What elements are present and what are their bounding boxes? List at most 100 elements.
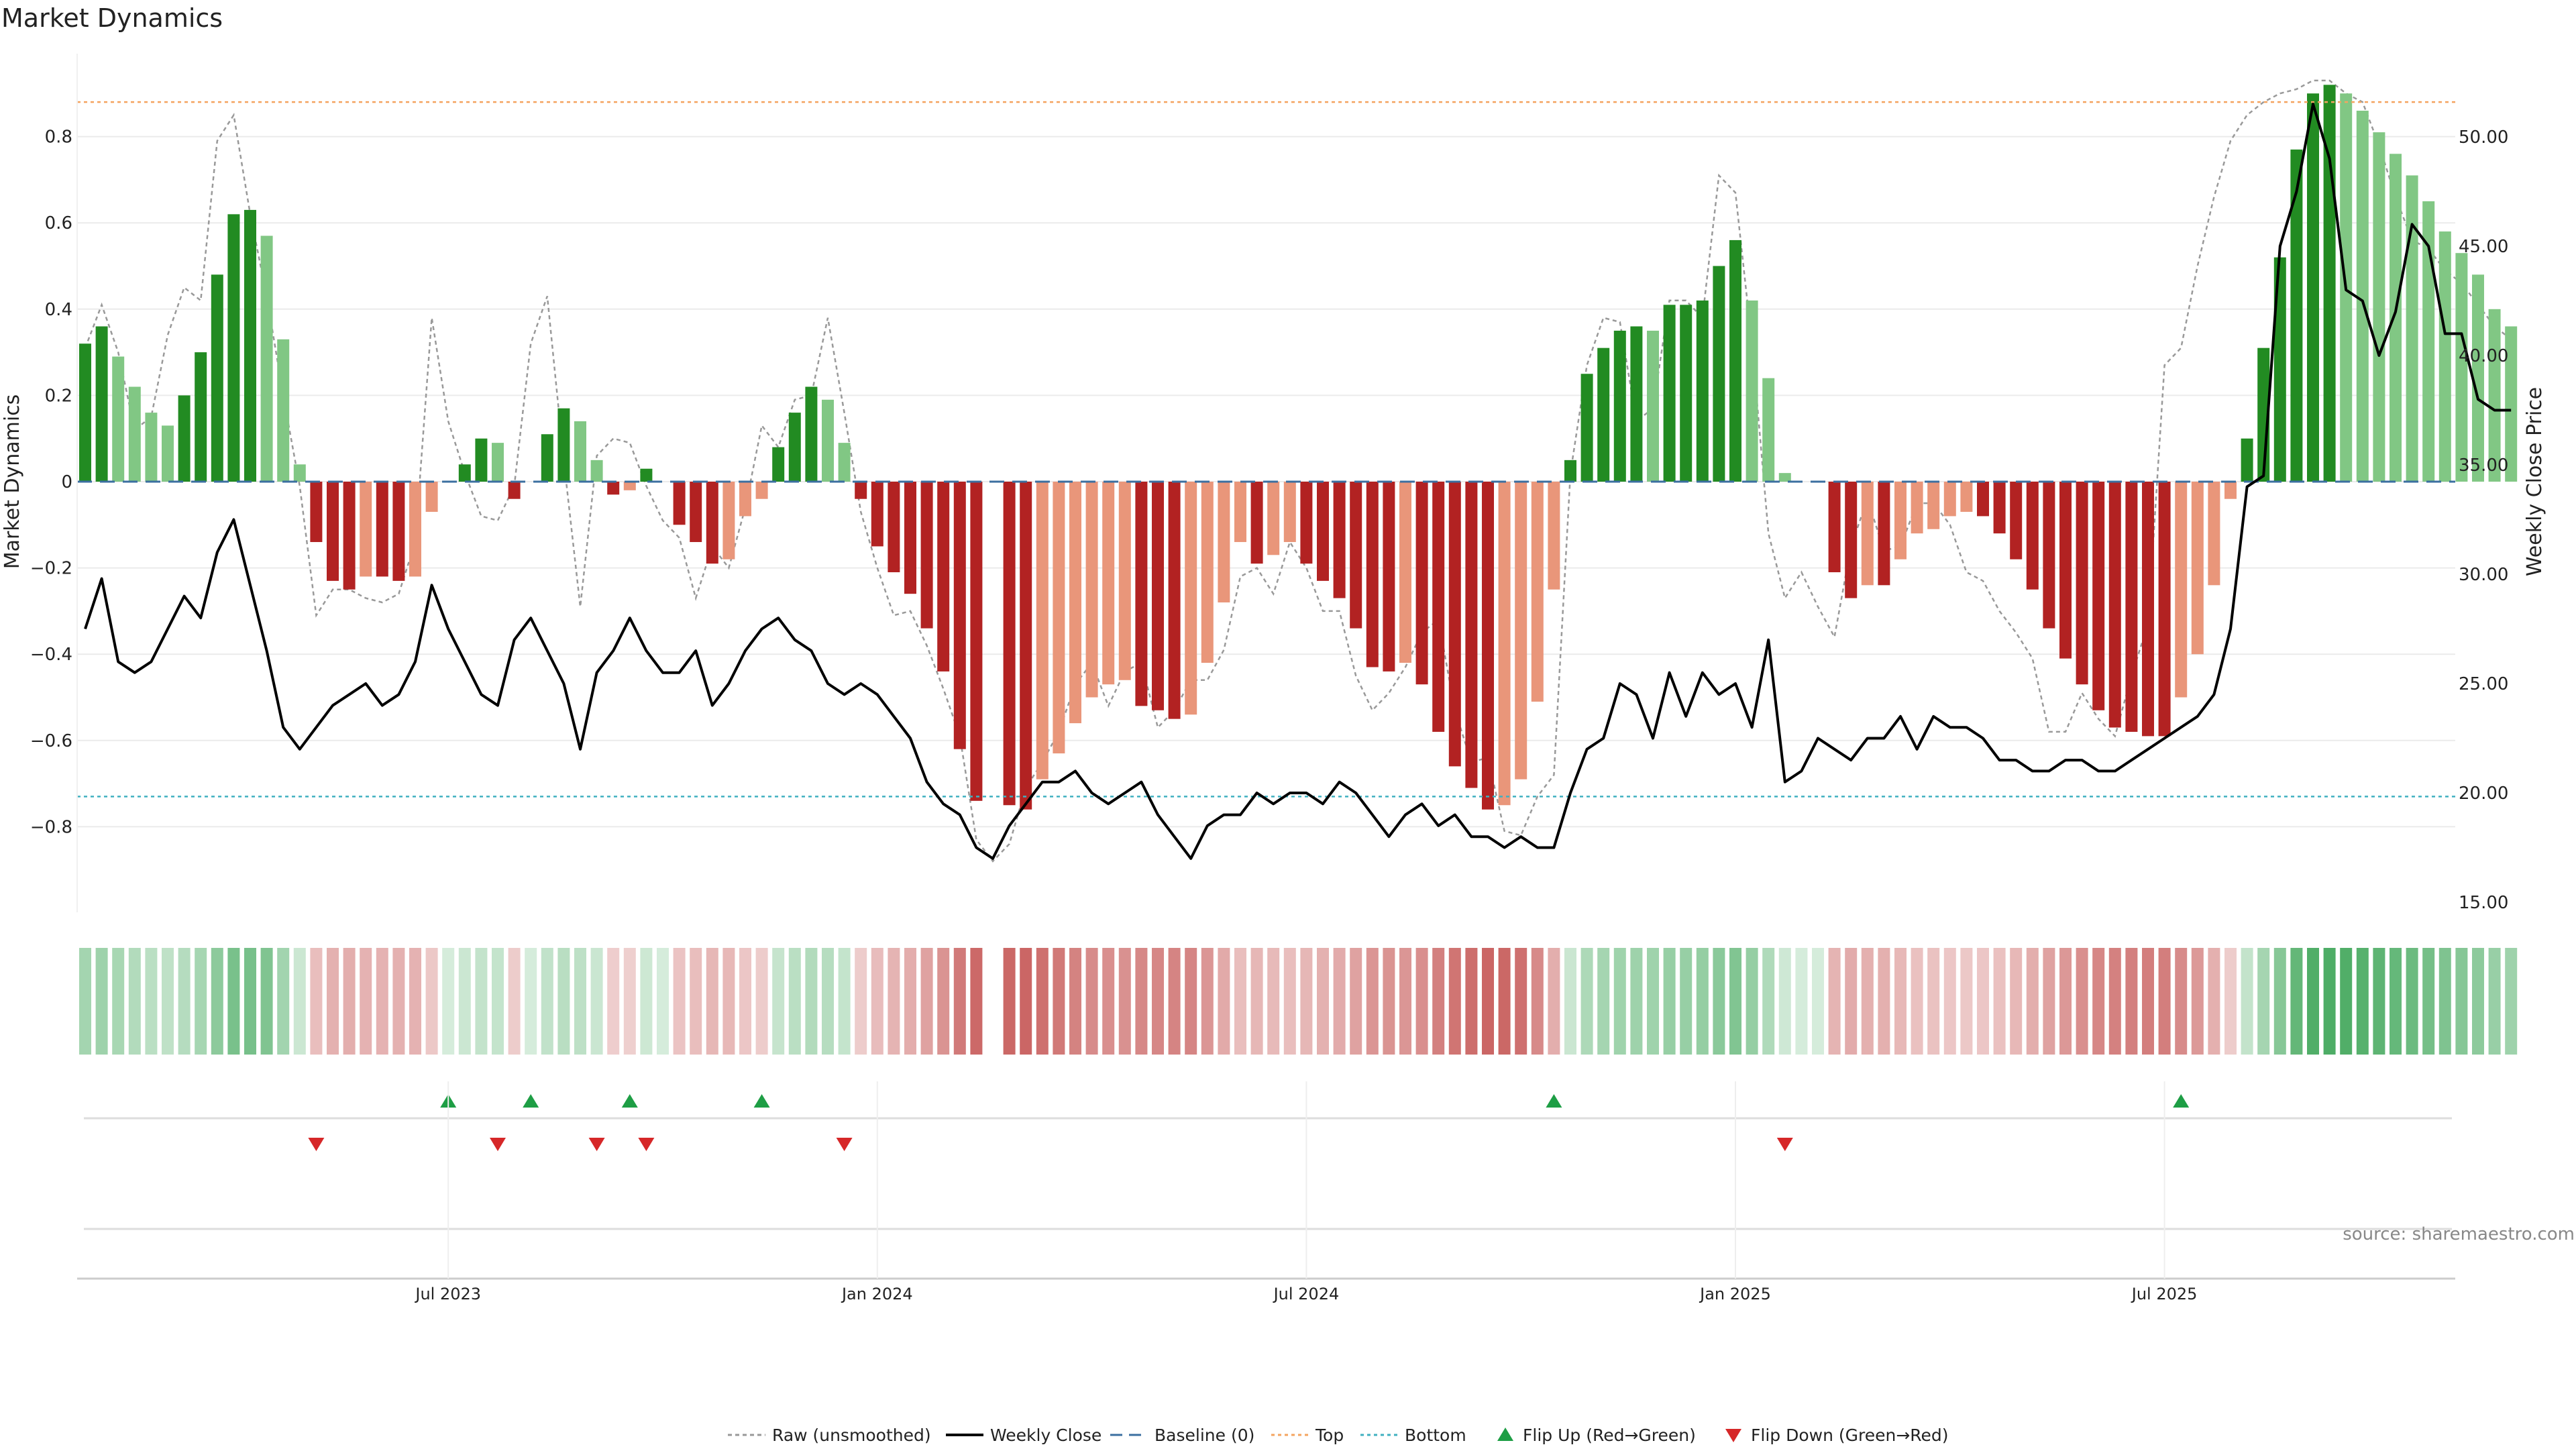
strength-band-cell bbox=[1185, 948, 1197, 1055]
dynamics-bar bbox=[1465, 482, 1478, 788]
dynamics-bar bbox=[112, 356, 125, 482]
dynamics-bar bbox=[1564, 460, 1576, 482]
dynamics-bar bbox=[970, 482, 983, 801]
strength-band-cell bbox=[1597, 948, 1610, 1055]
dynamics-bar bbox=[1283, 482, 1296, 543]
strength-band-cell bbox=[458, 948, 471, 1055]
strength-band-cell bbox=[805, 948, 818, 1055]
dynamics-bar bbox=[1845, 482, 1858, 598]
dynamics-bar bbox=[409, 482, 421, 577]
dynamics-bar bbox=[838, 443, 851, 482]
dynamics-bar bbox=[1218, 482, 1230, 603]
dynamics-bar bbox=[145, 413, 158, 482]
dynamics-bar bbox=[2191, 482, 2204, 655]
dynamics-bar bbox=[722, 482, 735, 559]
strength-band-cell bbox=[475, 948, 488, 1055]
dynamics-bar bbox=[1746, 300, 1758, 482]
strength-band-cell bbox=[838, 948, 851, 1055]
dynamics-bar bbox=[937, 482, 950, 672]
dynamics-bar bbox=[1267, 482, 1280, 555]
dynamics-bar bbox=[2010, 482, 2023, 559]
dynamics-bar bbox=[1069, 482, 1081, 724]
strength-band-cell bbox=[1960, 948, 1973, 1055]
dynamics-bar bbox=[1828, 482, 1841, 573]
strength-band-cell bbox=[1283, 948, 1296, 1055]
dynamics-bar bbox=[1118, 482, 1131, 680]
y-tick-label: −0.4 bbox=[30, 645, 72, 665]
dynamics-bar bbox=[1317, 482, 1329, 581]
strength-band-cell bbox=[1564, 948, 1576, 1055]
strength-band-cell bbox=[1333, 948, 1346, 1055]
dynamics-bar bbox=[343, 482, 356, 590]
strength-band-cell bbox=[1977, 948, 1989, 1055]
strength-band-cell bbox=[590, 948, 603, 1055]
flip-up-marker bbox=[621, 1094, 638, 1108]
strength-band-cell bbox=[327, 948, 339, 1055]
flip-up-marker bbox=[2173, 1094, 2190, 1108]
dynamics-bar bbox=[1102, 482, 1115, 685]
dynamics-bar bbox=[2356, 111, 2369, 482]
dynamics-bar bbox=[1861, 482, 1874, 586]
dynamics-bar bbox=[1878, 482, 1890, 586]
strength-band-cell bbox=[1201, 948, 1214, 1055]
dynamics-bars bbox=[79, 85, 2518, 810]
dynamics-bar bbox=[1580, 374, 1593, 482]
strength-band-cell bbox=[2208, 948, 2220, 1055]
y-tick-label: 0.4 bbox=[45, 300, 72, 320]
strength-band-cell bbox=[1234, 948, 1246, 1055]
dynamics-bar bbox=[458, 464, 471, 482]
dynamics-bar bbox=[360, 482, 372, 577]
weekly-close-series bbox=[84, 103, 2512, 860]
strength-band-cell bbox=[145, 948, 158, 1055]
strength-band-cell bbox=[2191, 948, 2204, 1055]
strength-band-cell bbox=[722, 948, 735, 1055]
dynamics-bar bbox=[1448, 482, 1461, 767]
strength-band-cell bbox=[1350, 948, 1362, 1055]
x-axis: Jul 2023 Jan 2024 Jul 2024 Jan 2025 Jul 2025 bbox=[77, 1081, 2455, 1303]
strength-band-cell bbox=[1795, 948, 1808, 1055]
y2-tick-label: 25.00 bbox=[2459, 674, 2508, 694]
y2-tick-label: 20.00 bbox=[2459, 784, 2508, 804]
strength-band-cell bbox=[657, 948, 669, 1055]
chart-title: Market Dynamics bbox=[1, 3, 223, 33]
strength-band-cell bbox=[904, 948, 916, 1055]
dynamics-bar bbox=[1943, 482, 1956, 517]
strength-band-cell bbox=[1630, 948, 1643, 1055]
strength-band-cell bbox=[2273, 948, 2286, 1055]
y2-axis-label: Weekly Close Price bbox=[2523, 387, 2546, 576]
strength-band-cell bbox=[1647, 948, 1659, 1055]
strength-band-cell bbox=[788, 948, 801, 1055]
strength-band-cell bbox=[1680, 948, 1693, 1055]
dynamics-bar bbox=[690, 482, 702, 543]
strength-band-cell bbox=[2422, 948, 2435, 1055]
strength-band-cell bbox=[1482, 948, 1494, 1055]
strength-band-cell bbox=[739, 948, 751, 1055]
dynamics-bar bbox=[128, 386, 141, 482]
strength-band-cell bbox=[1020, 948, 1032, 1055]
strength-band-cell bbox=[2125, 948, 2138, 1055]
strength-band-cell bbox=[1580, 948, 1593, 1055]
strength-band-cell bbox=[640, 948, 653, 1055]
dynamics-bar bbox=[1993, 482, 2006, 534]
strength-band-cell bbox=[227, 948, 240, 1055]
dynamics-bar bbox=[2224, 482, 2237, 499]
strength-band-cell bbox=[1696, 948, 1709, 1055]
dynamics-bar bbox=[2422, 201, 2435, 482]
strength-band-cell bbox=[1267, 948, 1280, 1055]
dynamics-bar bbox=[1498, 482, 1511, 806]
dynamics-bar bbox=[2142, 482, 2154, 737]
dynamics-bar bbox=[2390, 154, 2402, 482]
dynamics-bar bbox=[1333, 482, 1346, 598]
y-tick-label: −0.6 bbox=[30, 731, 72, 751]
strength-band-cell bbox=[1729, 948, 1741, 1055]
strength-band-cell bbox=[1845, 948, 1858, 1055]
strength-band-cell bbox=[508, 948, 521, 1055]
strength-band-cell bbox=[2241, 948, 2253, 1055]
dynamics-bar bbox=[1613, 330, 1626, 482]
dynamics-bar bbox=[162, 425, 174, 482]
strength-band-cell bbox=[822, 948, 834, 1055]
dynamics-bar bbox=[953, 482, 966, 749]
strength-band-cell bbox=[442, 948, 455, 1055]
y-tick-label: 0 bbox=[61, 472, 72, 492]
